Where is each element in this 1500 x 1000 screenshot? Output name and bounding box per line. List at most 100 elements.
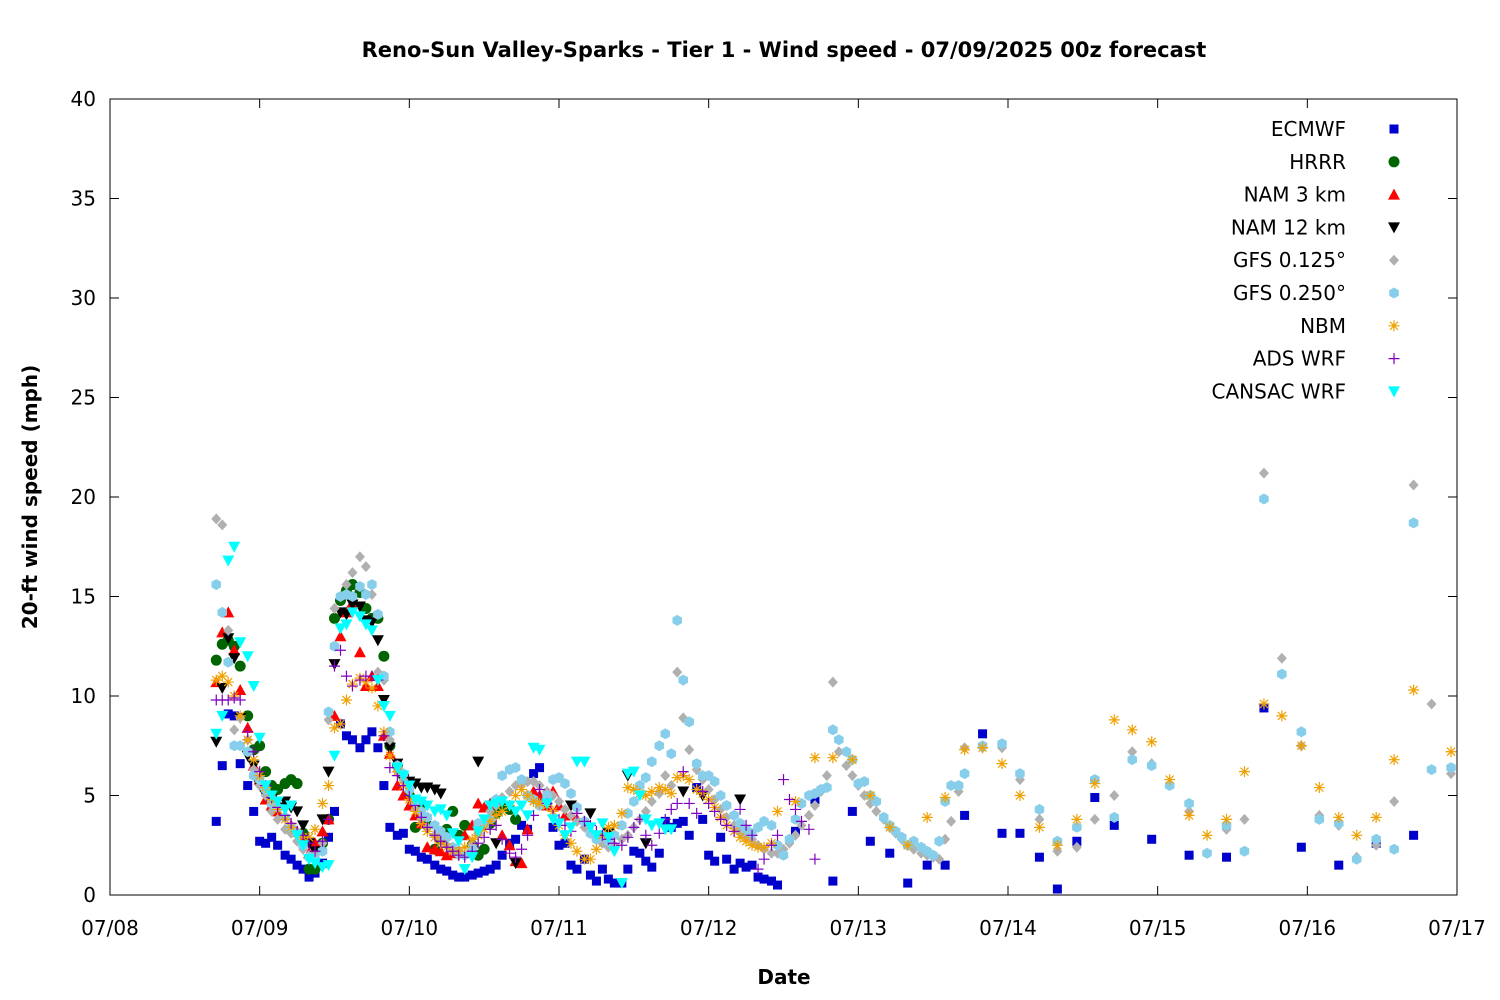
data-point	[355, 581, 365, 592]
data-point	[434, 845, 447, 857]
data-point	[772, 805, 784, 817]
data-point	[309, 858, 322, 870]
data-point	[908, 835, 919, 847]
data-point	[377, 694, 390, 706]
series-cansac-wrf	[210, 541, 678, 890]
data-point	[597, 864, 607, 874]
legend-marker	[1388, 188, 1400, 200]
data-point	[584, 822, 597, 834]
data-point	[778, 849, 789, 861]
data-point	[254, 740, 266, 752]
data-point	[490, 819, 502, 831]
data-point	[353, 646, 366, 658]
data-point	[640, 829, 652, 841]
data-point	[397, 770, 410, 782]
data-point	[897, 831, 907, 843]
data-point	[347, 567, 358, 579]
legend-label: NAM 12 km	[1231, 215, 1346, 239]
data-point	[827, 676, 838, 688]
data-point	[1258, 698, 1270, 710]
x-tick-label: 07/16	[1279, 916, 1337, 940]
data-point	[303, 854, 316, 866]
data-point	[241, 651, 254, 663]
data-point	[211, 816, 221, 826]
data-point	[653, 827, 665, 839]
data-point	[1352, 853, 1362, 865]
legend-marker	[1388, 320, 1400, 332]
data-point	[309, 845, 321, 857]
data-point	[710, 856, 720, 866]
data-point	[279, 804, 292, 816]
data-point	[796, 798, 807, 809]
data-point	[677, 766, 689, 778]
data-point	[322, 860, 335, 872]
data-point	[767, 876, 777, 886]
data-point	[997, 738, 1007, 750]
data-point	[292, 860, 302, 870]
data-point	[997, 828, 1007, 838]
data-point	[510, 851, 522, 863]
data-point	[286, 854, 296, 864]
data-point	[647, 756, 657, 768]
data-point	[728, 825, 740, 837]
data-point	[773, 880, 783, 890]
y-tick-label: 40	[71, 87, 96, 111]
data-point	[960, 810, 970, 820]
data-point	[297, 840, 310, 852]
data-point	[479, 866, 489, 876]
data-point	[511, 834, 521, 844]
data-point	[211, 579, 221, 591]
data-point	[678, 674, 688, 686]
data-point	[697, 786, 709, 798]
data-point	[703, 784, 714, 796]
legend-marker	[1389, 124, 1399, 134]
data-point	[646, 839, 658, 851]
data-point	[503, 800, 516, 812]
data-point	[371, 635, 384, 647]
data-point	[864, 790, 876, 801]
data-point	[222, 676, 234, 688]
data-point	[1201, 829, 1213, 841]
data-point	[554, 840, 564, 850]
data-point	[885, 848, 895, 858]
data-point	[415, 811, 427, 823]
data-point	[827, 752, 839, 764]
data-point	[946, 780, 956, 791]
data-point	[503, 839, 516, 851]
data-point	[334, 718, 346, 730]
data-point	[1296, 842, 1306, 852]
data-point	[303, 831, 315, 843]
data-point	[635, 848, 645, 858]
data-point	[1183, 809, 1195, 821]
legend-marker	[1388, 386, 1400, 398]
data-point	[558, 830, 571, 842]
data-point	[378, 730, 390, 742]
y-tick-label: 35	[71, 187, 96, 211]
data-point	[346, 607, 359, 619]
data-point	[496, 805, 508, 817]
data-point	[459, 841, 471, 853]
data-point	[1089, 813, 1100, 825]
data-point	[646, 786, 658, 798]
x-tick-label: 07/15	[1129, 916, 1187, 940]
data-point	[959, 768, 970, 780]
data-point	[397, 789, 410, 801]
data-point	[210, 654, 222, 666]
data-point	[410, 846, 420, 856]
data-point	[517, 820, 527, 830]
data-point	[490, 809, 502, 821]
data-point	[260, 766, 272, 778]
data-point	[584, 808, 597, 820]
data-point	[766, 819, 777, 831]
data-point	[1259, 493, 1269, 505]
data-point	[1221, 819, 1232, 831]
data-point	[591, 876, 601, 886]
y-tick-label: 20	[71, 485, 96, 509]
data-point	[666, 780, 677, 792]
data-point	[235, 759, 245, 769]
data-point	[1389, 795, 1400, 807]
data-point	[509, 806, 522, 818]
data-point	[228, 692, 240, 704]
data-point	[429, 829, 441, 841]
data-point	[242, 726, 254, 738]
